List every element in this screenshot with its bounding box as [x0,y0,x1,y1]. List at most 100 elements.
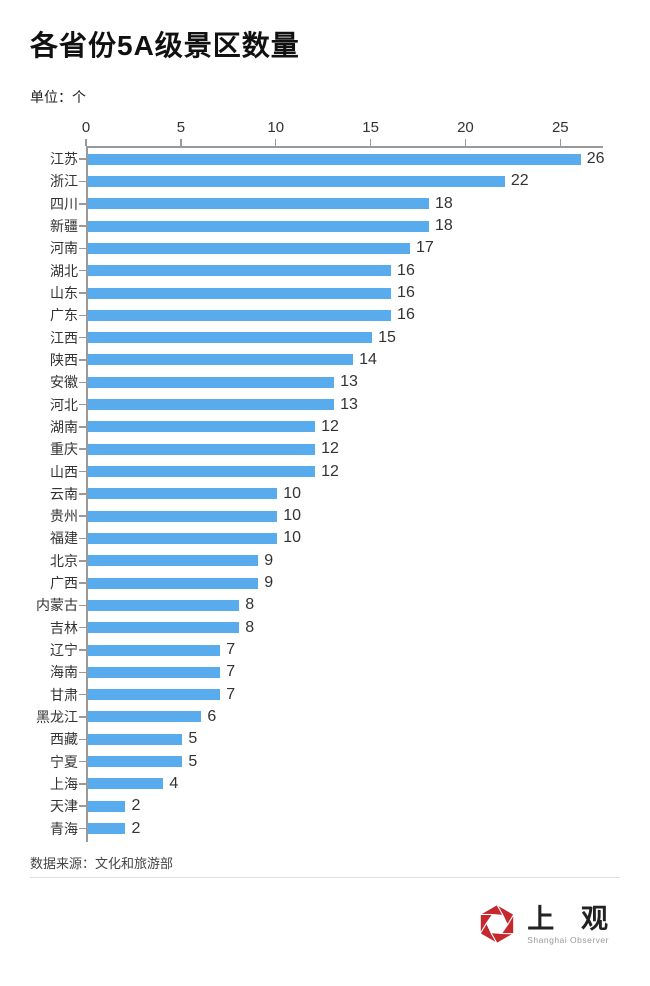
value-label: 16 [397,306,415,324]
bar-area: 18 [87,193,650,215]
value-label: 6 [207,707,217,725]
bar [87,733,183,745]
bar-row: 安徽 13 [0,371,650,393]
category-label: 甘肃 [50,686,78,703]
bar-row: 江西 15 [0,327,650,349]
bar-area: 8 [87,617,650,639]
value-label: 18 [435,217,453,235]
bar-row: 吉林 8 [0,617,650,639]
value-label: 10 [283,507,302,525]
bar-area: 9 [87,572,650,594]
value-label: 9 [264,574,274,592]
category-label: 江苏 [50,151,78,168]
bar [87,666,221,678]
value-label: 12 [321,440,339,458]
bar-area: 8 [87,594,650,616]
category-label: 广东 [50,307,78,324]
bar-area: 5 [87,750,650,772]
value-label: 9 [264,551,274,569]
value-label: 22 [510,172,529,190]
x-axis-tick-label: 10 [267,119,285,136]
value-label: 18 [435,194,453,212]
value-label: 15 [378,328,396,346]
bar-row: 湖南 12 [0,416,650,438]
bar [87,399,335,411]
bar-rows: 江苏 26 浙江 22 四川 18 新疆 18 河南 17 湖北 16 山东 16 广东 16 江西 15 陕西 14… [0,148,650,840]
y-axis-tick-mark [79,827,86,830]
bar-row: 山西 12 [0,460,650,482]
bar-row: 上海 4 [0,773,650,795]
bar [87,242,411,254]
value-label: 4 [169,774,179,792]
y-axis-tick-mark [79,560,86,562]
bar-row: 新疆 18 [0,215,650,237]
y-axis-tick-mark [79,693,86,696]
bar-area: 4 [87,773,650,795]
category-label: 浙江 [50,173,78,190]
value-label: 16 [397,284,415,302]
category-label: 重庆 [50,441,78,458]
value-label: 7 [226,663,236,681]
bar-area: 7 [87,639,650,661]
y-axis-tick-mark [79,537,86,540]
category-label: 新疆 [50,218,78,235]
bar [87,175,505,187]
value-label: 10 [283,484,302,502]
value-label: 13 [340,373,358,391]
bar-row: 陕西 14 [0,349,650,371]
bar-area: 13 [87,393,650,415]
bar-area: 13 [87,371,650,393]
bar-row: 广东 16 [0,304,650,326]
y-axis-tick-mark [79,515,86,517]
x-axis-tick-mark [85,139,87,146]
y-axis-tick-mark [79,760,86,763]
value-label: 8 [245,596,255,614]
bar-row: 浙江 22 [0,170,650,192]
bar-row: 辽宁 7 [0,639,650,661]
category-label: 湖北 [50,262,78,279]
bar-row: 河北 13 [0,393,650,415]
bar-area: 16 [87,282,650,304]
category-label: 青海 [50,820,78,837]
value-label: 5 [188,752,198,770]
category-label: 山西 [50,463,78,480]
category-label: 天津 [50,798,78,815]
logo-name-cn: 上 观 [527,904,618,934]
y-axis-tick-mark [79,359,86,361]
y-axis-tick-mark [79,493,86,495]
category-label: 辽宁 [50,642,78,659]
x-axis-tick-label: 20 [457,119,474,136]
bar-area: 26 [87,148,650,170]
shanghai-observer-logo: 上 观 Shanghai Observer [476,903,618,945]
bar-row: 海南 7 [0,661,650,683]
bar-area: 16 [87,260,650,282]
value-label: 5 [188,730,198,748]
bar [87,153,581,165]
data-source-label: 数据来源：文化和旅游部 [30,856,174,871]
aperture-logo-icon [480,904,515,944]
category-label: 吉林 [50,619,78,636]
bar-row: 福建 10 [0,527,650,549]
bar-row: 山东 16 [0,282,650,304]
y-axis-tick-mark [79,158,86,160]
bar [87,220,429,232]
bar-area: 22 [87,170,650,192]
category-label: 上海 [50,775,78,792]
y-axis-tick-mark [79,247,86,250]
bar-row: 湖北 16 [0,260,650,282]
x-axis-tick-mark [274,139,277,146]
bar-area: 12 [87,438,650,460]
bar [87,443,316,455]
bar-row: 重庆 12 [0,438,650,460]
bar-area: 2 [87,795,650,817]
bar-row: 天津 2 [0,795,650,817]
category-label: 江西 [50,329,78,346]
bar-area: 12 [87,460,650,482]
bar [87,421,316,433]
bar-area: 18 [87,215,650,237]
logo-text: 上 观 Shanghai Observer [527,903,618,945]
bar-chart: 江苏 26 浙江 22 四川 18 新疆 18 河南 17 湖北 16 山东 16 广东 16 江西 15 陕西 14… [0,118,650,848]
bar [87,555,259,567]
bar [87,198,429,210]
